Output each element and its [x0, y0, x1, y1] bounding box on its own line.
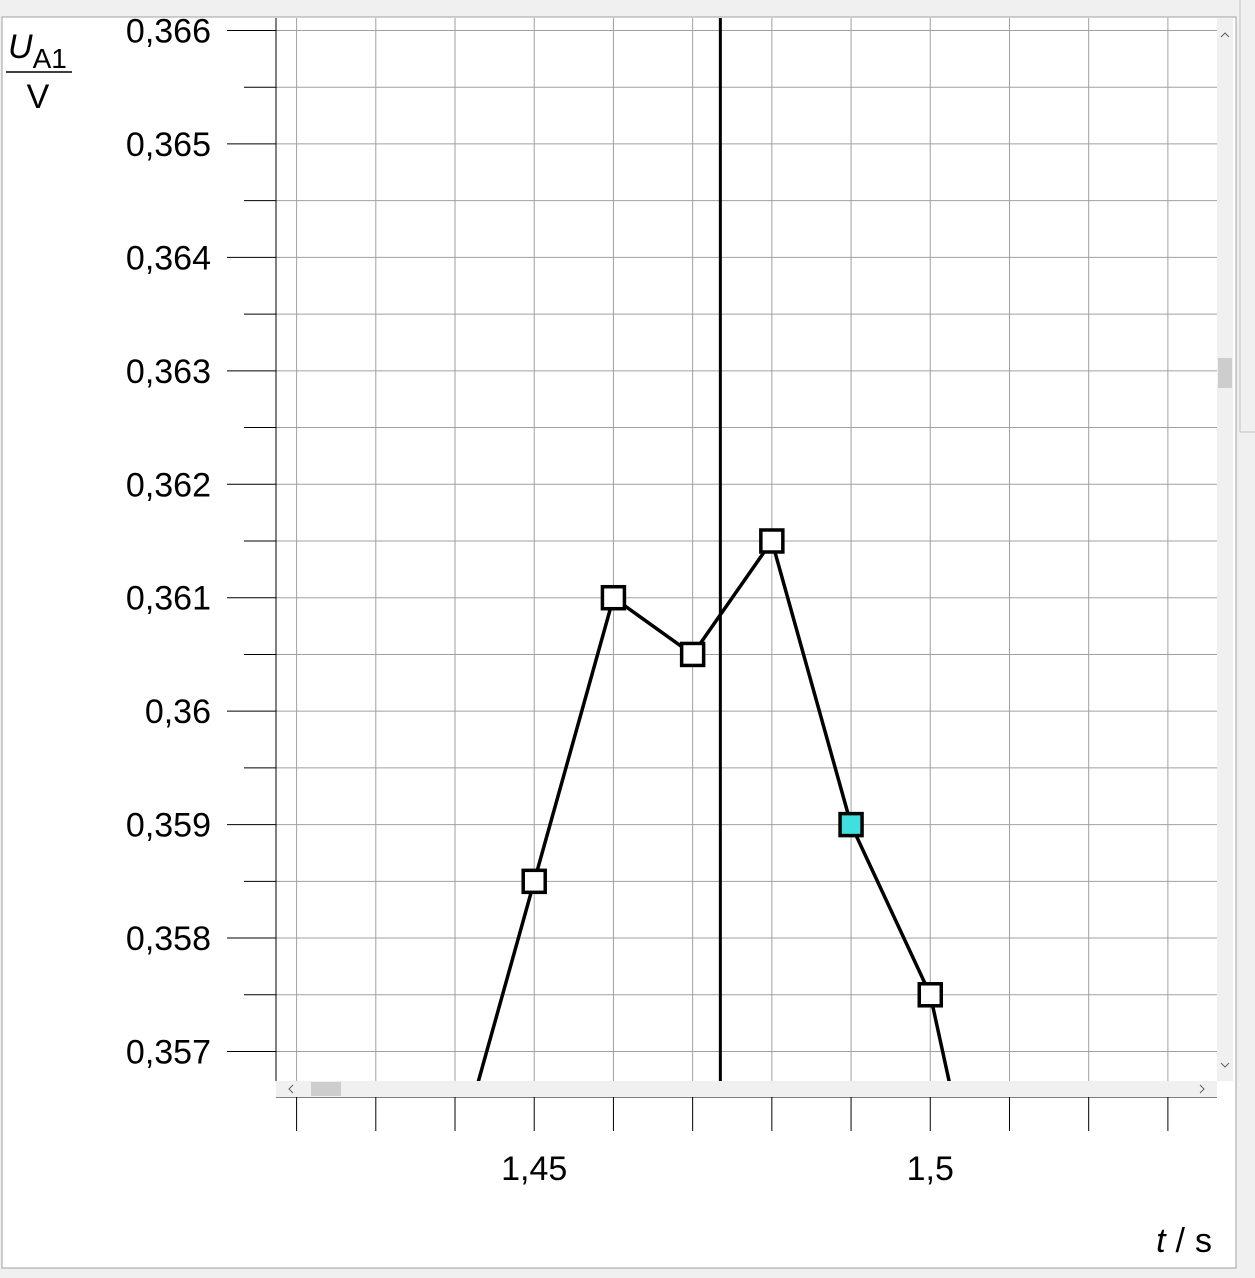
x-tick-label: 1,5	[907, 1150, 954, 1188]
data-point	[838, 811, 864, 838]
x-unit: s	[1195, 1222, 1212, 1260]
data-point	[759, 528, 785, 554]
data-point	[917, 982, 944, 1008]
y-tick-label: 0,366	[126, 12, 211, 50]
scroll-right[interactable]	[1199, 1084, 1205, 1094]
y-unit: V	[27, 78, 50, 116]
y-tick-label: 0,357	[126, 1034, 211, 1072]
data-point	[679, 641, 706, 668]
plot-area	[276, 18, 1217, 1081]
y-tick-label: 0,36	[145, 693, 211, 731]
scroll-left[interactable]	[288, 1084, 294, 1094]
data-point	[521, 868, 547, 895]
y-tick-label: 0,365	[126, 126, 211, 164]
y-tick-label: 0,361	[126, 580, 211, 618]
y-subscript: A1	[33, 43, 67, 74]
y-tick-label: 0,359	[126, 807, 211, 845]
vertical-scrollbar[interactable]	[1217, 18, 1233, 1081]
horizontal-scrollbar[interactable]	[276, 1081, 1217, 1097]
y-axis-title: UA1	[8, 28, 67, 74]
y-tick-label: 0,362	[126, 466, 211, 504]
scroll-down[interactable]	[1220, 1062, 1230, 1068]
scroll-thumb[interactable]	[1218, 358, 1232, 388]
y-tick-label: 0,364	[126, 239, 211, 277]
chart-panel	[1, 16, 1237, 1269]
x-axis-title: t / s	[1156, 1222, 1212, 1260]
data-line	[476, 539, 951, 1081]
y-tick-label: 0,363	[126, 353, 211, 391]
y-symbol: U	[8, 28, 33, 66]
scroll-up[interactable]	[1220, 32, 1230, 38]
x-separator: /	[1176, 1222, 1186, 1260]
y-tick-label: 0,358	[126, 920, 211, 958]
x-tick-label: 1,45	[501, 1150, 567, 1188]
data-point	[600, 584, 627, 611]
scroll-thumb[interactable]	[311, 1082, 341, 1096]
x-symbol: t	[1156, 1222, 1167, 1260]
